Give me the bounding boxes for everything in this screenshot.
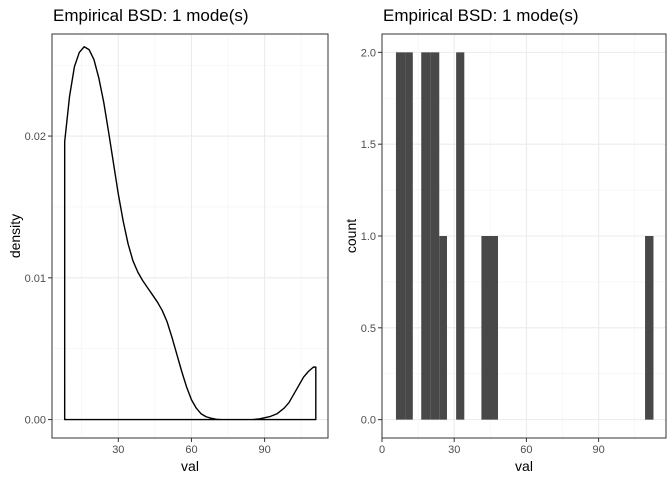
- histogram-x-tick-label: 60: [520, 444, 532, 456]
- histogram-bar: [456, 52, 465, 420]
- histogram-bar: [430, 52, 440, 420]
- density-x-axis-label: val: [181, 458, 199, 474]
- density-plot-background: [52, 34, 328, 438]
- histogram-y-tick-label: 1.0: [361, 231, 376, 243]
- density-x-tick-label: 90: [258, 444, 270, 456]
- histogram-x-tick-label: 30: [448, 444, 460, 456]
- histogram-chart-title: Empirical BSD: 1 mode(s): [383, 6, 579, 25]
- histogram-y-tick-label: 0.0: [361, 415, 376, 427]
- density-plot-border: [51, 33, 329, 439]
- histogram-bar: [421, 52, 431, 420]
- density-curve: [63, 46, 317, 421]
- histogram-x-tick-label: 0: [379, 444, 385, 456]
- density-x-tick-label: 30: [112, 444, 124, 456]
- density-x-tick-label: 60: [185, 444, 197, 456]
- density-y-tick-label: 0.02: [25, 131, 46, 143]
- density-chart-panel: Empirical BSD: 1 mode(s) 30 60 90 0.00 0.01 0…: [7, 6, 329, 474]
- histogram-chart-panel: Empirical BSD: 1 mode(s) 0 30 60 90 0.0 0.5 1.…: [343, 6, 667, 474]
- histogram-y-tick-label: 0.5: [361, 323, 376, 335]
- histogram-bar: [645, 236, 654, 420]
- histogram-bar: [481, 236, 499, 420]
- density-y-tick-label: 0.01: [25, 273, 46, 285]
- histogram-x-axis-label: val: [515, 458, 533, 474]
- histogram-bar: [405, 52, 413, 420]
- histogram-x-tick-label: 90: [592, 444, 604, 456]
- histogram-plot-border: [381, 33, 667, 439]
- histogram-y-axis-label: count: [343, 219, 359, 253]
- density-y-axis-label: density: [7, 214, 23, 258]
- histogram-bar: [439, 236, 447, 420]
- histogram-y-tick-label: 1.5: [361, 139, 376, 151]
- density-chart-title: Empirical BSD: 1 mode(s): [53, 6, 249, 25]
- histogram-y-tick-label: 2.0: [361, 47, 376, 59]
- density-y-tick-label: 0.00: [25, 415, 46, 427]
- histogram-bar: [395, 52, 406, 420]
